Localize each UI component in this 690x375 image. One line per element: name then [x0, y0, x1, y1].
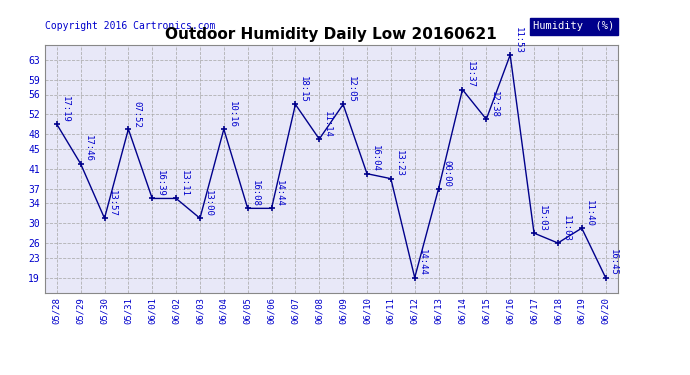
- Text: 13:57: 13:57: [108, 190, 117, 217]
- Text: Copyright 2016 Cartronics.com: Copyright 2016 Cartronics.com: [45, 21, 215, 32]
- Text: 11:40: 11:40: [585, 200, 594, 226]
- Text: 12:05: 12:05: [346, 76, 356, 103]
- Text: 07:52: 07:52: [132, 101, 141, 128]
- Text: 16:39: 16:39: [156, 170, 165, 197]
- Text: 14:44: 14:44: [418, 249, 427, 276]
- Text: 11:53: 11:53: [514, 27, 523, 53]
- Text: 15:03: 15:03: [538, 205, 546, 232]
- Text: 18:15: 18:15: [299, 76, 308, 103]
- Text: 11:03: 11:03: [562, 214, 571, 242]
- Text: 12:38: 12:38: [490, 91, 499, 118]
- Text: 13:23: 13:23: [395, 150, 404, 177]
- Text: 13:11: 13:11: [179, 170, 188, 197]
- Text: 14:44: 14:44: [275, 180, 284, 207]
- Text: 17:19: 17:19: [60, 96, 70, 123]
- Text: 13:37: 13:37: [466, 61, 475, 88]
- Text: Humidity  (%): Humidity (%): [533, 21, 615, 32]
- Title: Outdoor Humidity Daily Low 20160621: Outdoor Humidity Daily Low 20160621: [166, 27, 497, 42]
- Text: 11:14: 11:14: [323, 111, 332, 138]
- Text: 00:00: 00:00: [442, 160, 451, 187]
- Text: 16:04: 16:04: [371, 146, 380, 172]
- Text: 17:46: 17:46: [84, 135, 93, 162]
- Text: 10:16: 10:16: [228, 101, 237, 128]
- Text: 16:45: 16:45: [609, 249, 618, 276]
- Text: 16:08: 16:08: [251, 180, 260, 207]
- Text: 13:00: 13:00: [204, 190, 213, 217]
